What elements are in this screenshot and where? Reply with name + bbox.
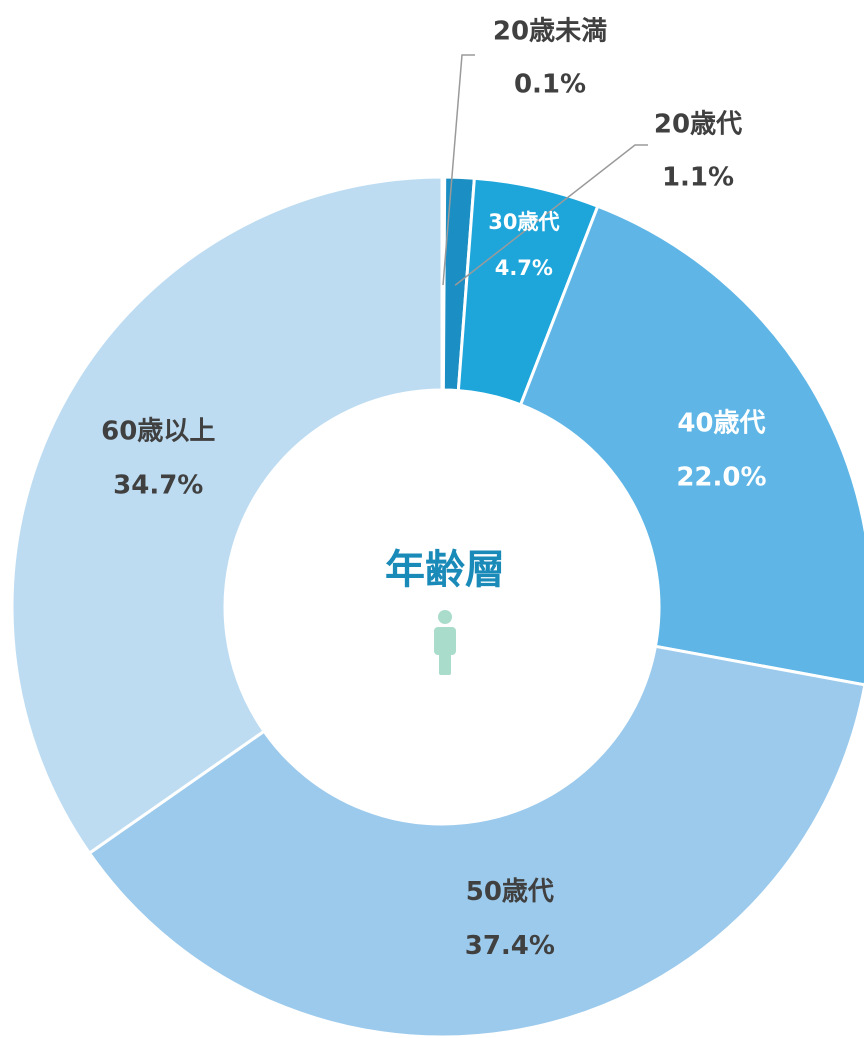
slice-label: 30歳代 bbox=[488, 210, 559, 234]
value-label: 34.7% bbox=[113, 471, 203, 501]
leader-line bbox=[454, 144, 648, 286]
center-title: 年齢層 bbox=[385, 547, 505, 593]
slice-label: 60歳以上 bbox=[101, 417, 215, 447]
donut-slice bbox=[87, 644, 864, 1038]
value-label: 0.1% bbox=[514, 70, 586, 100]
leader-line bbox=[442, 54, 475, 286]
value-label: 4.7% bbox=[495, 256, 553, 280]
value-label: 37.4% bbox=[465, 931, 555, 961]
slice-label: 50歳代 bbox=[466, 877, 554, 907]
slice-label: 20歳代 bbox=[654, 110, 742, 140]
donut-slice bbox=[10, 175, 444, 856]
slice-label: 40歳代 bbox=[677, 409, 765, 439]
person-icon bbox=[434, 610, 456, 675]
value-label: 1.1% bbox=[662, 163, 734, 193]
value-label: 22.0% bbox=[676, 463, 766, 493]
slice-label: 20歳未満 bbox=[493, 17, 607, 47]
donut-slice bbox=[518, 204, 864, 687]
